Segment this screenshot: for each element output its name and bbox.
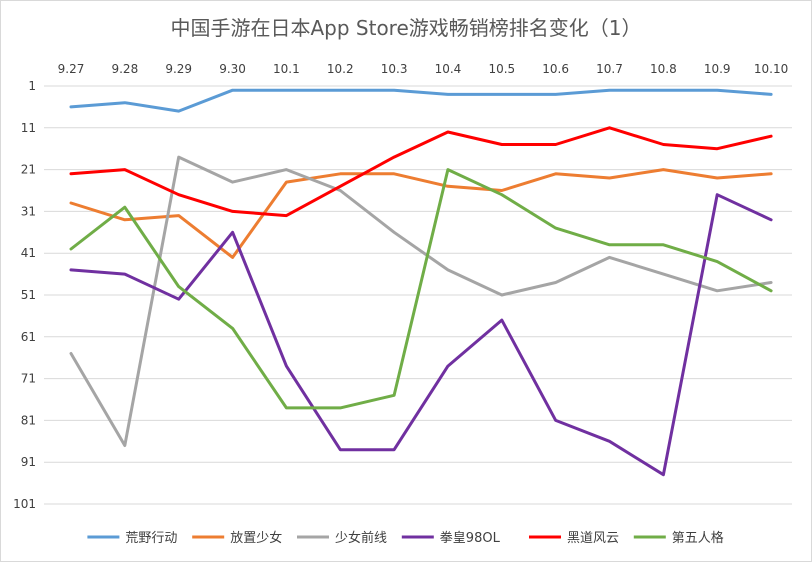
x-tick-label: 10.10 <box>754 62 788 76</box>
x-tick-label: 9.29 <box>165 62 192 76</box>
legend-item: 放置少女 <box>192 530 282 546</box>
y-tick-label: 101 <box>13 497 36 511</box>
y-tick-label: 51 <box>21 288 36 302</box>
x-tick-label: 10.1 <box>273 62 300 76</box>
legend-label: 放置少女 <box>230 530 282 546</box>
series-line-2 <box>69 168 773 259</box>
y-tick-label: 1 <box>28 79 36 93</box>
legend-label: 少女前线 <box>335 530 387 546</box>
legend-item: 少女前线 <box>297 530 387 546</box>
x-tick-label: 10.8 <box>650 62 677 76</box>
x-tick-label: 10.9 <box>704 62 731 76</box>
series-line-1 <box>69 88 773 113</box>
y-tick-label: 31 <box>21 204 36 218</box>
x-tick-label: 10.7 <box>596 62 623 76</box>
legend-label: 荒野行动 <box>125 531 177 546</box>
y-tick-label: 41 <box>21 246 36 260</box>
series-line-5 <box>69 126 773 218</box>
legend-item: 拳皇98OL <box>401 530 501 546</box>
y-tick-label: 91 <box>21 455 36 469</box>
x-tick-label: 10.5 <box>488 62 515 76</box>
y-tick-label: 21 <box>21 163 36 177</box>
legend-item: 黑道风云 <box>529 531 619 546</box>
legend-label: 第五人格 <box>672 530 724 546</box>
legend-item: 荒野行动 <box>87 531 177 546</box>
legend: 荒野行动 放置少女 少女前线 拳皇98OL 黑道风云 第五人格 <box>87 530 724 546</box>
legend-label: 拳皇98OL <box>440 530 501 546</box>
x-tick-label: 10.2 <box>327 62 354 76</box>
x-tick-label: 9.30 <box>219 62 246 76</box>
x-axis-ticks: 9.27 9.28 9.29 9.30 10.1 10.2 10.3 10.4 10.5 10.6… <box>58 62 789 76</box>
x-tick-label: 9.27 <box>58 62 85 76</box>
series-lines <box>69 88 773 477</box>
y-tick-label: 81 <box>21 413 36 427</box>
series-line-4 <box>69 193 773 477</box>
y-tick-label: 71 <box>21 372 36 386</box>
legend-item: 第五人格 <box>633 530 724 546</box>
legend-label: 黑道风云 <box>567 531 619 546</box>
chart-title: 中国手游在日本App Store游戏畅销榜排名变化（1） <box>170 16 641 40</box>
x-tick-label: 10.3 <box>381 62 408 76</box>
x-tick-label: 10.4 <box>435 62 462 76</box>
gridlines <box>44 85 792 505</box>
y-tick-label: 61 <box>21 330 36 344</box>
series-line-6 <box>69 168 773 410</box>
x-tick-label: 10.6 <box>542 62 569 76</box>
series-line-3 <box>69 155 773 447</box>
x-tick-label: 9.28 <box>111 62 138 76</box>
y-tick-label: 11 <box>21 121 36 135</box>
